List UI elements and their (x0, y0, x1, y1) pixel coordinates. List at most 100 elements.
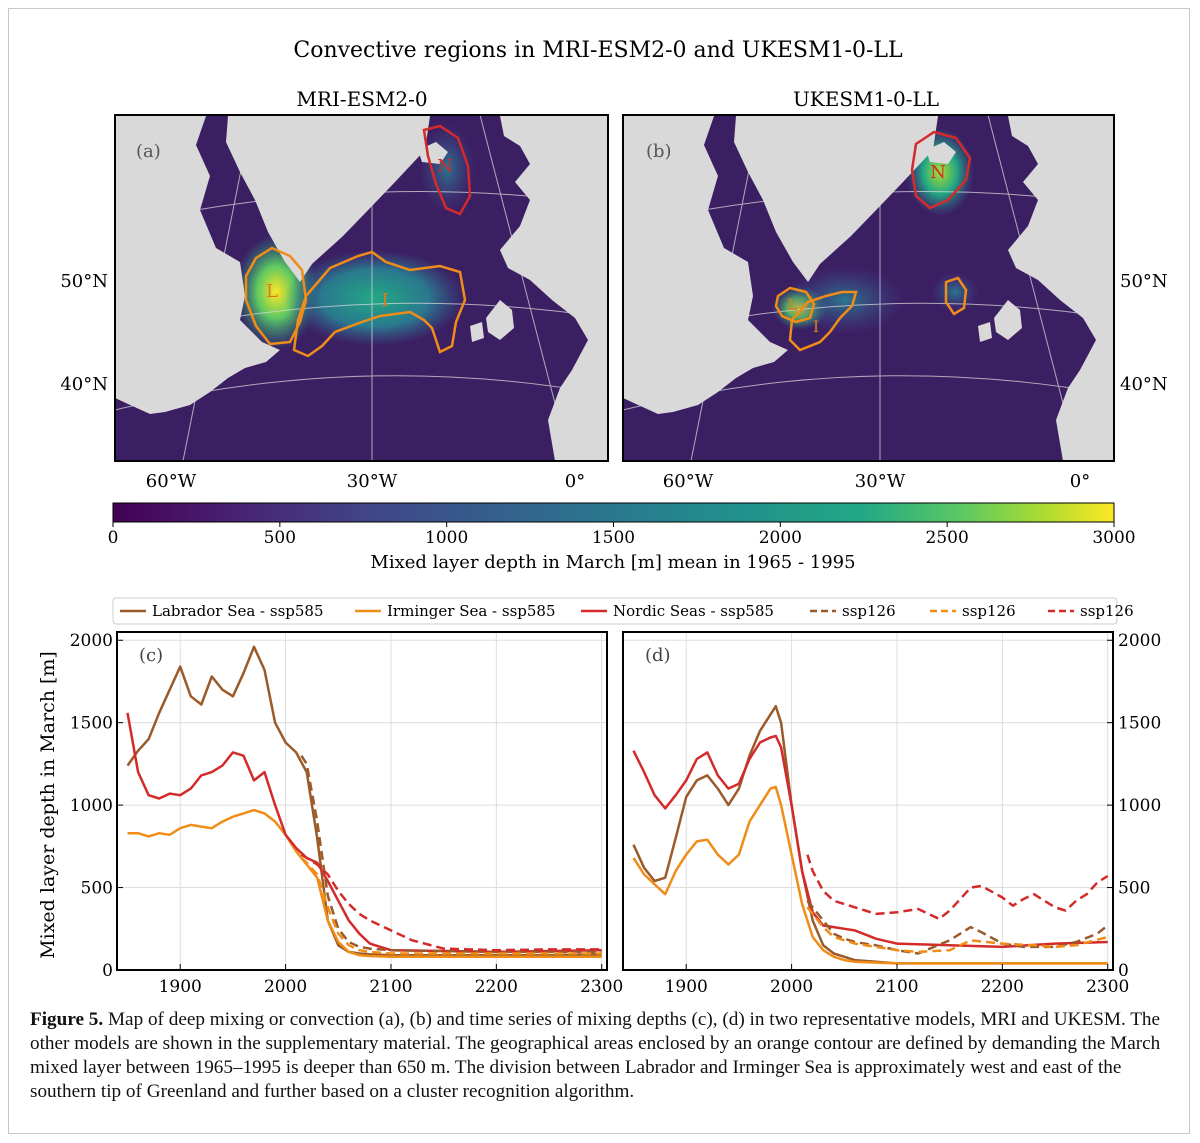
labrador-region-contour (774, 286, 816, 324)
map-panel-a: MRI-ESM2-0 (60, 87, 609, 492)
y-tick-label: 500 (1118, 879, 1150, 899)
east-atlantic-field (931, 272, 979, 312)
legend-label: Irminger Sea - ssp585 (387, 602, 556, 620)
region-label-irminger: I (381, 290, 388, 311)
lon-label: 0° (565, 471, 585, 492)
graticule (623, 115, 1114, 461)
irminger-region-contour (292, 250, 467, 358)
region-label-labrador: L (266, 281, 278, 302)
colorbar-tick-label: 2500 (926, 528, 969, 548)
legend-label: ssp126 (962, 602, 1016, 620)
greenland-land (734, 116, 938, 282)
plot-frame (622, 631, 1114, 971)
y-tick-label: 2000 (70, 631, 113, 651)
x-tick-label: 2300 (1086, 977, 1129, 997)
panel-label: (b) (646, 141, 672, 162)
colorbar-tick-label: 1500 (592, 528, 635, 548)
plot-frame (116, 631, 608, 971)
y-tick-label: 0 (102, 961, 113, 981)
lat-label: 40°N (60, 374, 108, 395)
lon-label: 60°W (146, 471, 197, 492)
timeseries-panel-c: 1900 2000 2100 2200 2300 0 500 1000 1500 2000 (c) (70, 631, 623, 997)
legend-label: ssp126 (1080, 602, 1134, 620)
colorbar-tick-label: 1000 (425, 528, 468, 548)
greenland-land (226, 116, 430, 282)
series-line-ssp585 (632, 785, 1108, 965)
legend: Labrador Sea - ssp585 Irminger Sea - ssp5… (112, 597, 1134, 625)
x-tick-label: 2100 (369, 977, 412, 997)
panel-label: (c) (139, 645, 163, 666)
nordic-region-contour (910, 130, 972, 210)
graticule (115, 115, 608, 461)
series-line-ssp585 (126, 712, 602, 954)
lon-label: 30°W (855, 471, 906, 492)
lon-label: 60°W (663, 471, 714, 492)
panel-label: (a) (136, 141, 161, 162)
y-axis-label: Mixed layer depth in March [m] (37, 651, 59, 959)
region-label-irminger: I (813, 317, 819, 336)
series-line-ssp126 (300, 755, 602, 954)
map-frame (622, 114, 1115, 462)
map-title: UKESM1-0-LL (793, 87, 939, 111)
x-tick-label: 1900 (665, 977, 708, 997)
lat-label: 50°N (1120, 271, 1168, 292)
region-label-nordic: N (437, 156, 453, 177)
legend-label: Nordic Seas - ssp585 (613, 602, 774, 620)
plot-area (623, 632, 1113, 970)
europe-land (1008, 116, 1114, 461)
irminger-region-contour (788, 290, 858, 352)
y-tick-label: 1000 (70, 796, 113, 816)
x-tick-label: 1900 (159, 977, 202, 997)
british-isles-land (978, 300, 1022, 342)
series-line-ssp126 (806, 854, 1109, 921)
y-tick-label: 2000 (1118, 631, 1161, 651)
y-tick-label: 1500 (1118, 714, 1161, 734)
iceland-land (926, 142, 956, 164)
y-tick-label: 0 (1118, 961, 1129, 981)
series-line-ssp126 (300, 856, 602, 955)
colorbar-label: Mixed layer depth in March [m] mean in 1… (370, 552, 855, 573)
colorbar-tick-label: 2000 (759, 528, 802, 548)
plot-area (117, 632, 607, 970)
series-line-ssp585 (127, 808, 602, 959)
y-tick-label: 1500 (70, 714, 113, 734)
map-title: MRI-ESM2-0 (296, 87, 427, 111)
y-tick-label: 1000 (1118, 796, 1161, 816)
legend-frame (112, 597, 1118, 625)
y-tick-label: 500 (81, 879, 113, 899)
east-atlantic-contour (944, 276, 968, 316)
colorbar-tick-label: 0 (108, 528, 119, 548)
region-label-nordic: N (930, 162, 946, 183)
x-tick-label: 2200 (475, 977, 518, 997)
series-line-ssp585 (126, 645, 602, 957)
caption-text: Map of deep mixing or convection (a), (b… (30, 1009, 1161, 1102)
series-group (632, 704, 1109, 965)
irminger-sea-field (785, 265, 905, 335)
irminger-sea-field (285, 250, 465, 346)
series-line-ssp585 (632, 734, 1108, 949)
lat-label: 50°N (60, 271, 108, 292)
lon-label: 0° (1070, 471, 1090, 492)
figure-caption: Figure 5. Map of deep mixing or convecti… (30, 1008, 1170, 1104)
labrador-region-contour (244, 246, 308, 346)
x-tick-label: 2000 (264, 977, 307, 997)
caption-label: Figure 5. (30, 1009, 104, 1030)
map-panel-b: UKESM1-0-LL L (622, 87, 1168, 492)
x-tick-label: 2300 (580, 977, 623, 997)
lat-label: 40°N (1120, 374, 1168, 395)
figure-frame (8, 8, 1190, 1134)
colorbar-tick-label: 500 (264, 528, 296, 548)
figure-suptitle: Convective regions in MRI-ESM2-0 and UKE… (293, 38, 903, 63)
colorbar-tick-label: 3000 (1092, 528, 1135, 548)
arctic-islands-land (135, 128, 185, 262)
lon-label: 30°W (347, 471, 398, 492)
british-isles-land (470, 300, 514, 342)
x-tick-label: 2000 (770, 977, 813, 997)
arctic-islands-land (643, 128, 693, 262)
x-tick-label: 2200 (981, 977, 1024, 997)
region-label-labrador: L (787, 295, 798, 314)
series-line-ssp126 (300, 853, 602, 952)
map-frame (114, 114, 609, 462)
series-line-ssp126 (806, 906, 1109, 954)
